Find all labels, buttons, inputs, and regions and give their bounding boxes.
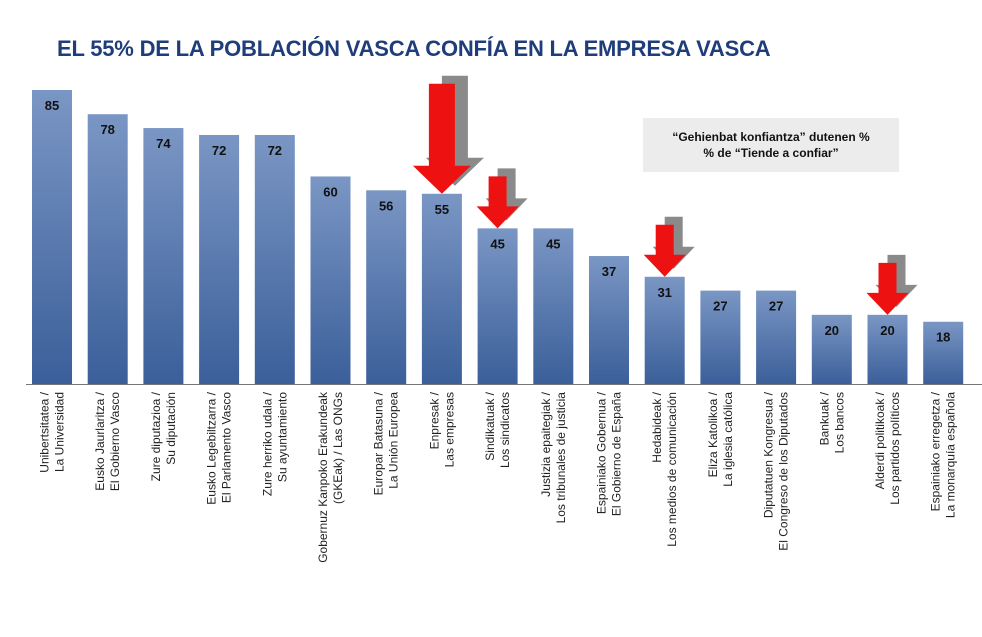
bar-1 <box>87 114 128 384</box>
category-label-line: Enpresak / <box>427 391 441 449</box>
value-label-4: 72 <box>268 143 282 158</box>
value-label-16: 18 <box>936 330 950 345</box>
category-label-line: Justizia epaitegiak / <box>539 391 553 496</box>
category-label-6: Europar Batasuna / La Unión Europea <box>372 391 401 495</box>
bar-3 <box>199 134 240 384</box>
value-label-15: 20 <box>880 323 894 338</box>
value-label-6: 56 <box>379 198 393 213</box>
bar-5 <box>310 176 351 384</box>
value-label-12: 27 <box>713 299 727 314</box>
category-label-line: El Congreso de los Diputados <box>777 392 791 551</box>
highlight-arrow-7 <box>412 83 471 194</box>
category-label-line: Europar Batasuna / <box>372 391 386 495</box>
category-label-line: El Gobierno Vasco <box>108 392 122 491</box>
category-label-line: Los sindicatos <box>498 392 512 468</box>
highlight-arrow-15 <box>866 262 909 315</box>
bar-16 <box>923 321 964 384</box>
category-label-line: Alderdi politikoak / <box>873 391 887 489</box>
value-label-5: 60 <box>323 184 337 199</box>
category-label-12: Eliza Katolikoa / La iglesia católica <box>706 391 735 486</box>
category-label-line: Zure herriko udala / <box>260 391 274 496</box>
bar-12 <box>700 290 741 384</box>
value-label-9: 45 <box>546 236 560 251</box>
category-label-14: Bankuak / Los bancos <box>817 391 846 453</box>
category-label-line: Los medios de comunicación <box>665 392 679 547</box>
category-label-11: Hedabideak / Los medios de comunicación <box>650 391 679 546</box>
value-label-14: 20 <box>825 323 839 338</box>
category-label-9: Justizia epaitegiak / Los tribunales de j… <box>539 391 568 523</box>
category-label-line: Bankuak / <box>817 391 831 445</box>
legend-box: “Gehienbat konfiantza” dutenen % % de “T… <box>643 118 899 172</box>
category-label-line: Espainiako Gobernua / <box>595 391 609 514</box>
value-label-1: 78 <box>100 122 114 137</box>
category-label-line: Eliza Katolikoa / <box>706 391 720 477</box>
category-label-line: Eusko Legebiltzarra / <box>205 391 219 504</box>
category-label-3: Eusko Legebiltzarra / El Parlamento Vasco <box>205 391 234 504</box>
bar-13 <box>756 290 797 384</box>
bar-14 <box>811 314 852 384</box>
category-label-line: Los bancos <box>832 392 846 453</box>
category-label-line: La monarquía española <box>944 392 958 518</box>
legend-line-1: “Gehienbat konfiantza” dutenen % <box>672 130 870 144</box>
bar-4 <box>254 134 295 384</box>
category-label-line: La iglesia católica <box>721 392 735 487</box>
category-label-16: Espainiako erregetza / La monarquía españ… <box>929 391 958 518</box>
category-label-line: La Universidad <box>53 392 67 472</box>
value-label-3: 72 <box>212 143 226 158</box>
category-label-7: Enpresak / Las empresas <box>427 391 456 467</box>
chart-title: EL 55% DE LA POBLACIÓN VASCA CONFÍA EN L… <box>57 36 771 61</box>
category-label-5: Gobernuz Kanpoko Erakundeak (GKEak) / Las… <box>316 391 345 563</box>
value-label-7: 55 <box>435 202 449 217</box>
bar-6 <box>366 190 407 384</box>
value-label-0: 85 <box>45 98 59 113</box>
category-label-line: Su ayuntamiento <box>275 392 289 482</box>
category-label-line: El Gobierno de España <box>610 392 624 516</box>
category-label-line: Su diputación <box>164 392 178 465</box>
value-label-2: 74 <box>156 136 171 151</box>
category-label-line: Las empresas <box>442 392 456 467</box>
category-label-1: Eusko Jaurlaritza / El Gobierno Vasco <box>93 391 122 491</box>
category-label-0: Unibertsitatea / La Universidad <box>38 391 67 472</box>
category-label-line: El Parlamento Vasco <box>220 392 234 503</box>
bar-9 <box>533 228 574 384</box>
value-label-11: 31 <box>657 285 671 300</box>
category-label-line: Eusko Jaurlaritza / <box>93 391 107 490</box>
category-label-2: Zure diputazioa / Su diputación <box>149 391 178 481</box>
legend-line-2: % de “Tiende a confiar” <box>703 146 839 160</box>
category-label-line: Zure diputazioa / <box>149 391 163 481</box>
category-labels: Unibertsitatea / La Universidad Eusko Jaur… <box>38 391 958 563</box>
bar-2 <box>143 128 184 384</box>
highlight-arrow-8 <box>476 176 519 229</box>
bars-layer: 85 78 74 72 72 60 56 55 45 45 37 31 27 27 20 20 18 <box>32 90 964 384</box>
value-label-10: 37 <box>602 264 616 279</box>
category-label-line: Espainiako erregetza / <box>929 391 943 511</box>
bar-0 <box>32 90 72 384</box>
category-label-line: La Unión Europea <box>387 392 401 489</box>
category-label-line: (GKEak) / Las ONGs <box>331 392 345 504</box>
category-label-line: Diputatuen Kongresua / <box>762 391 776 518</box>
bar-11 <box>644 276 685 384</box>
bar-7 <box>421 193 462 384</box>
bar-15 <box>867 314 908 384</box>
category-label-line: Gobernuz Kanpoko Erakundeak <box>316 391 330 563</box>
category-label-line: Unibertsitatea / <box>38 391 52 472</box>
value-label-13: 27 <box>769 299 783 314</box>
category-label-15: Alderdi politikoak / Los partidos polític… <box>873 391 902 504</box>
category-label-line: Los partidos políticos <box>888 392 902 505</box>
category-label-line: Los tribunales de justicia <box>554 392 568 524</box>
category-label-10: Espainiako Gobernua / El Gobierno de Espa… <box>595 391 624 516</box>
bar-8 <box>477 228 518 384</box>
arrows-layer <box>412 75 918 315</box>
category-label-8: Sindikatuak / Los sindicatos <box>483 391 512 468</box>
category-label-line: Sindikatuak / <box>483 391 497 460</box>
highlight-arrow-11 <box>643 224 686 277</box>
category-label-line: Hedabideak / <box>650 391 664 462</box>
category-label-13: Diputatuen Kongresua / El Congreso de los… <box>762 391 791 550</box>
bar-10 <box>589 256 629 384</box>
category-label-4: Zure herriko udala / Su ayuntamiento <box>260 391 289 496</box>
value-label-8: 45 <box>490 236 504 251</box>
